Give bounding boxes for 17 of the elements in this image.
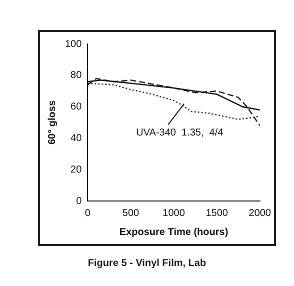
text: Figure 5 - Vinyl Film, Lab <box>86 258 208 269</box>
y-tick-label: 100 <box>64 38 82 50</box>
x-tick-label: 1500 <box>206 208 228 219</box>
y-axis-title: 60° gloss <box>46 100 58 145</box>
x-axis-title: Exposure Time (hours) <box>119 226 228 238</box>
line-series <box>88 82 260 120</box>
annotation: UVA-340 1.35, 4/4 <box>136 128 224 139</box>
y-tick-label: 20 <box>70 164 82 176</box>
x-tick-label: 500 <box>122 208 140 219</box>
y-tick-label: 80 <box>70 70 82 82</box>
y-tick-label: 40 <box>70 132 82 144</box>
y-tick-label: 60 <box>70 102 82 113</box>
x-tick-label: 2000 <box>248 208 272 219</box>
x-tick-label: 0 <box>84 208 91 219</box>
line-series <box>88 78 260 126</box>
y-tick-label: 0 <box>76 196 82 207</box>
x-tick-label: 1000 <box>162 208 186 219</box>
